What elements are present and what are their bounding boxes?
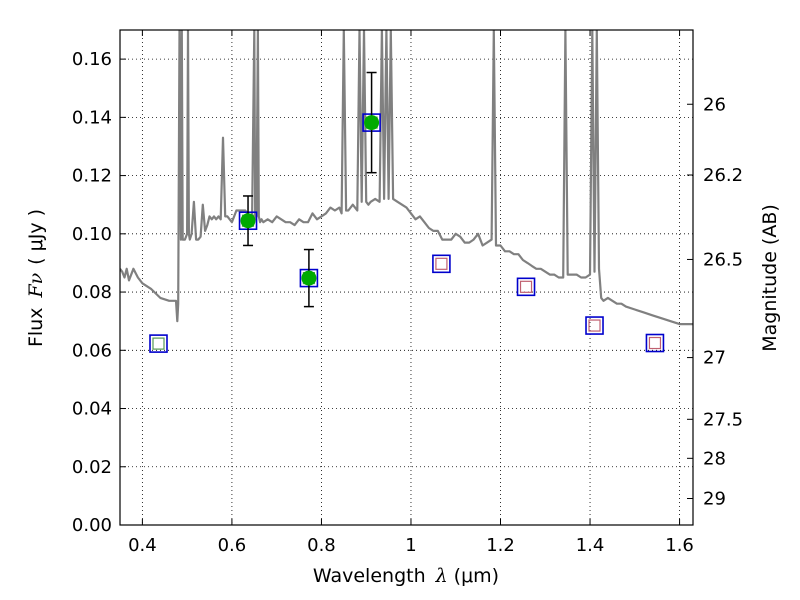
y-tick-label: 0.12 [72,166,112,187]
y-tick-label: 0.00 [72,515,112,536]
spectrum-line [120,30,693,326]
photometry-point [240,213,256,229]
x-tick-label: 1 [405,535,416,556]
x-tick-label: 1.4 [576,535,605,556]
right-tick-label: 27.5 [703,409,743,430]
x-tick-label: 0.6 [218,535,247,556]
y-tick-label: 0.04 [72,399,112,420]
photometry-point [364,115,380,131]
model-square-inner [519,280,533,293]
right-tick-label: 26 [703,94,726,115]
right-axis-label: Magnitude (AB) [759,204,781,352]
right-tick-label: 29 [703,489,726,510]
right-tick-label: 28 [703,448,726,469]
y-axis-label: FluxFν( μJy ) [25,209,47,347]
x-axis-label: Wavelength λ (μm) [313,565,499,587]
y-tick-label: 0.14 [72,107,112,128]
grid [120,30,693,526]
model-square-marker [432,254,451,274]
y-tick-label: 0.02 [72,457,112,478]
photometry-point [301,270,317,286]
x-tick-label: 1.6 [665,535,694,556]
x-tick-label: 0.4 [128,535,157,556]
plot-frame [119,29,694,526]
model-square-inner [152,337,165,350]
right-tick-label: 27 [703,348,726,369]
right-tick-label: 26.5 [703,249,743,270]
model-square-marker [585,316,604,335]
model-square-marker [149,334,168,353]
x-tick-label: 0.8 [307,535,336,556]
y-tick-label: 0.06 [72,340,112,361]
axis-ticks: 0.4 0.6 0.8 1 1.2 1.4 1.6 0.00 0.02 0.04 0.06 0.08 0… [72,30,743,556]
y-tick-label: 0.10 [72,224,112,245]
y-tick-label: 0.08 [72,282,112,303]
y-tick-label: 0.16 [72,49,112,70]
model-square-inner [648,336,662,350]
model-square-inner [588,319,601,332]
spectrum-series [120,30,693,326]
right-tick-label: 26.2 [703,165,743,186]
model-square-marker [516,277,536,297]
model-square-inner [435,257,448,270]
x-tick-label: 1.2 [486,535,515,556]
model-square-marker [645,333,665,353]
photometry-markers [149,71,665,353]
